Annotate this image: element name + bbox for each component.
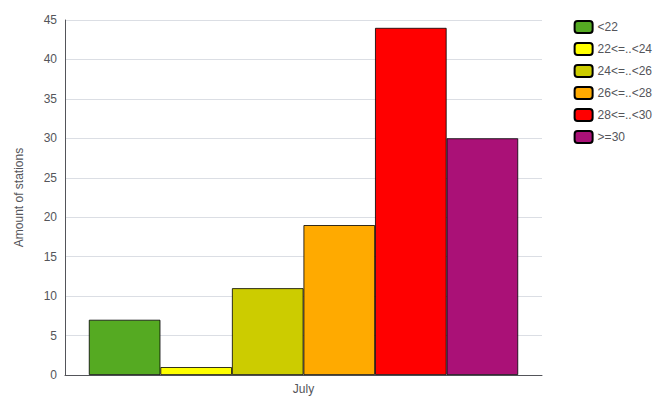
- svg-text:<22: <22: [598, 20, 619, 34]
- svg-text:10: 10: [44, 289, 58, 303]
- svg-text:35: 35: [44, 92, 58, 106]
- svg-text:20: 20: [44, 210, 58, 224]
- svg-text:26<=..<28: 26<=..<28: [598, 86, 653, 100]
- svg-text:28<=..<30: 28<=..<30: [598, 108, 653, 122]
- svg-text:45: 45: [44, 13, 58, 27]
- svg-text:40: 40: [44, 52, 58, 66]
- svg-text:0: 0: [50, 368, 57, 382]
- svg-text:5: 5: [50, 329, 57, 343]
- svg-text:15: 15: [44, 250, 58, 264]
- svg-text:25: 25: [44, 171, 58, 185]
- svg-text:July: July: [293, 382, 314, 396]
- svg-text:22<=..<24: 22<=..<24: [598, 42, 653, 56]
- svg-text:24<=..<26: 24<=..<26: [598, 64, 653, 78]
- svg-text:Amount of stations: Amount of stations: [12, 148, 26, 247]
- svg-text:30: 30: [44, 131, 58, 145]
- svg-text:>=30: >=30: [598, 130, 626, 144]
